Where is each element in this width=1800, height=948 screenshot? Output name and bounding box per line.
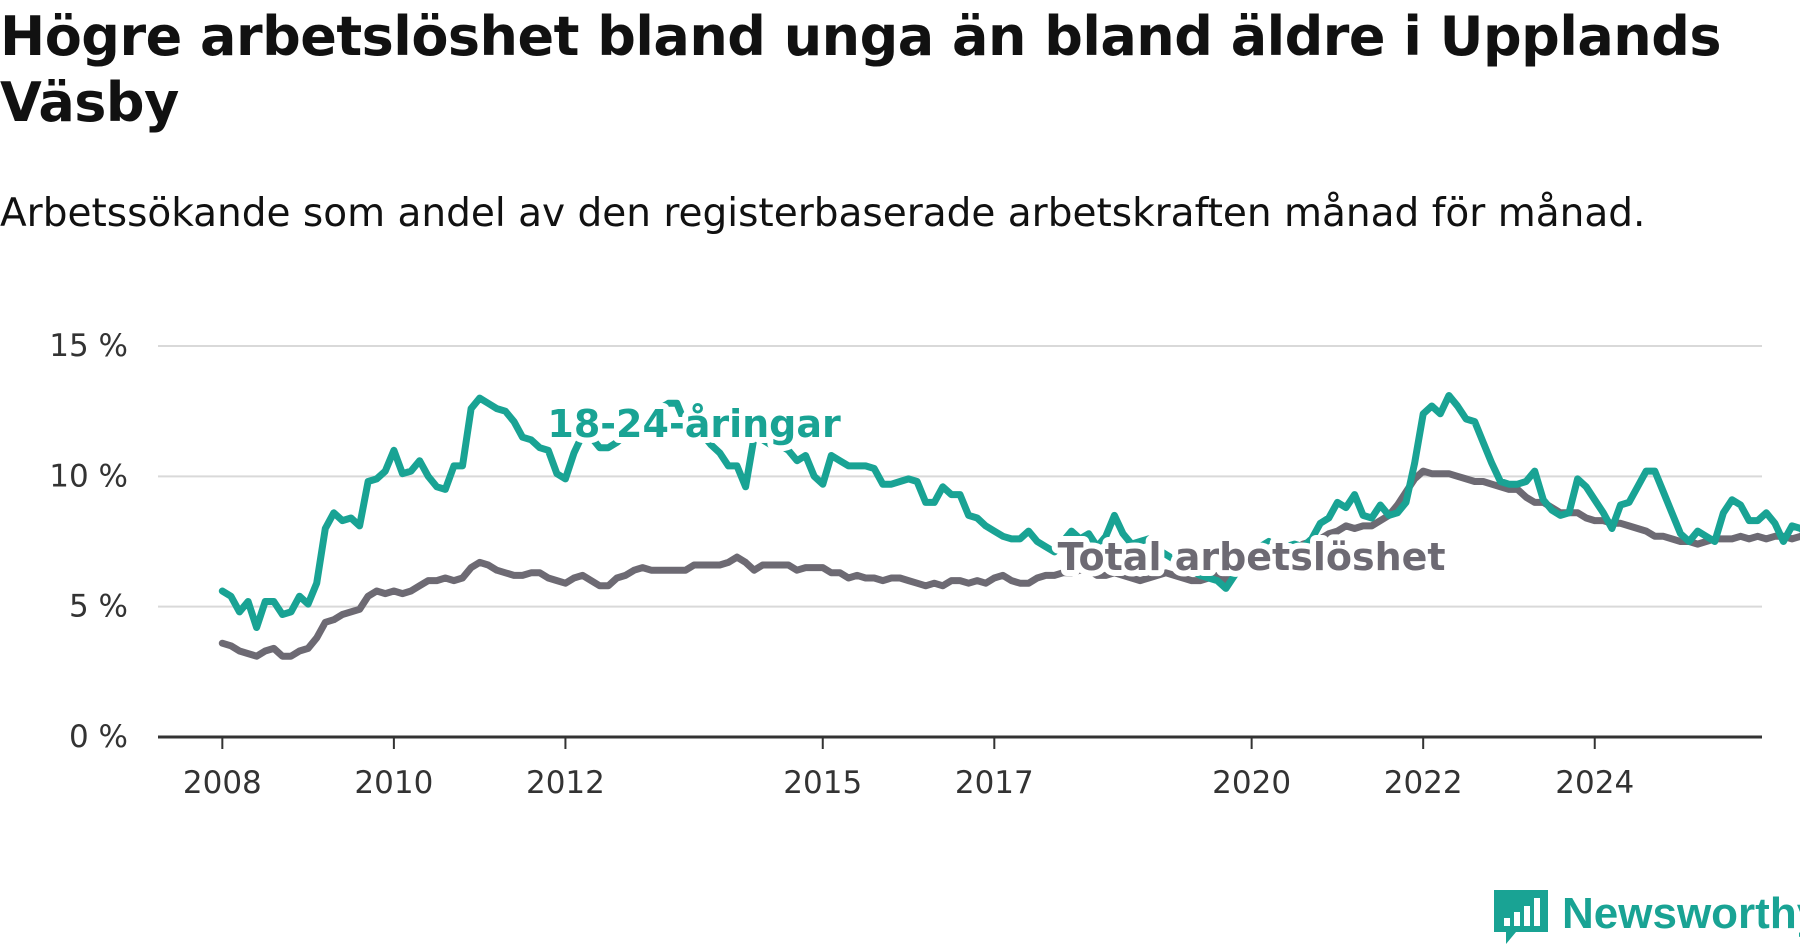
x-tick-label: 2024 [1555,765,1634,801]
gridlines [158,345,1762,608]
series-lines [218,392,1800,660]
y-tick-label: 15 % [49,328,128,364]
y-tick-label: 10 % [49,458,128,494]
x-tick-label: 2012 [526,765,605,801]
x-tick-label: 2015 [783,765,862,801]
x-tick-label: 2020 [1212,765,1291,801]
series-label-18-24: 18-24-åringar [547,402,841,446]
y-tick-label: 0 % [69,719,128,755]
x-axis: 2008 2010 2012 2015 2017 2020 2022 2024 [158,735,1762,801]
x-tick-label: 2008 [183,765,262,801]
series-line-total [218,467,1800,660]
chart-subtitle: Arbetssökande som andel av den registerb… [0,191,1646,236]
chart-title: Högre arbetslöshet bland unga än bland ä… [0,5,1722,134]
y-tick-label: 5 % [69,589,128,625]
x-tick-label: 2017 [955,765,1034,801]
series-label-total: Total arbetslöshet [1058,535,1446,579]
brand-name: Newsworthy [1562,889,1800,938]
x-tick-label: 2010 [354,765,433,801]
series-line-18-24 [218,392,1800,631]
x-tick-label: 2022 [1384,765,1463,801]
newsworthy-logo-icon [1494,890,1548,944]
y-axis: 0 % 5 % 10 % 15 % [49,328,128,755]
